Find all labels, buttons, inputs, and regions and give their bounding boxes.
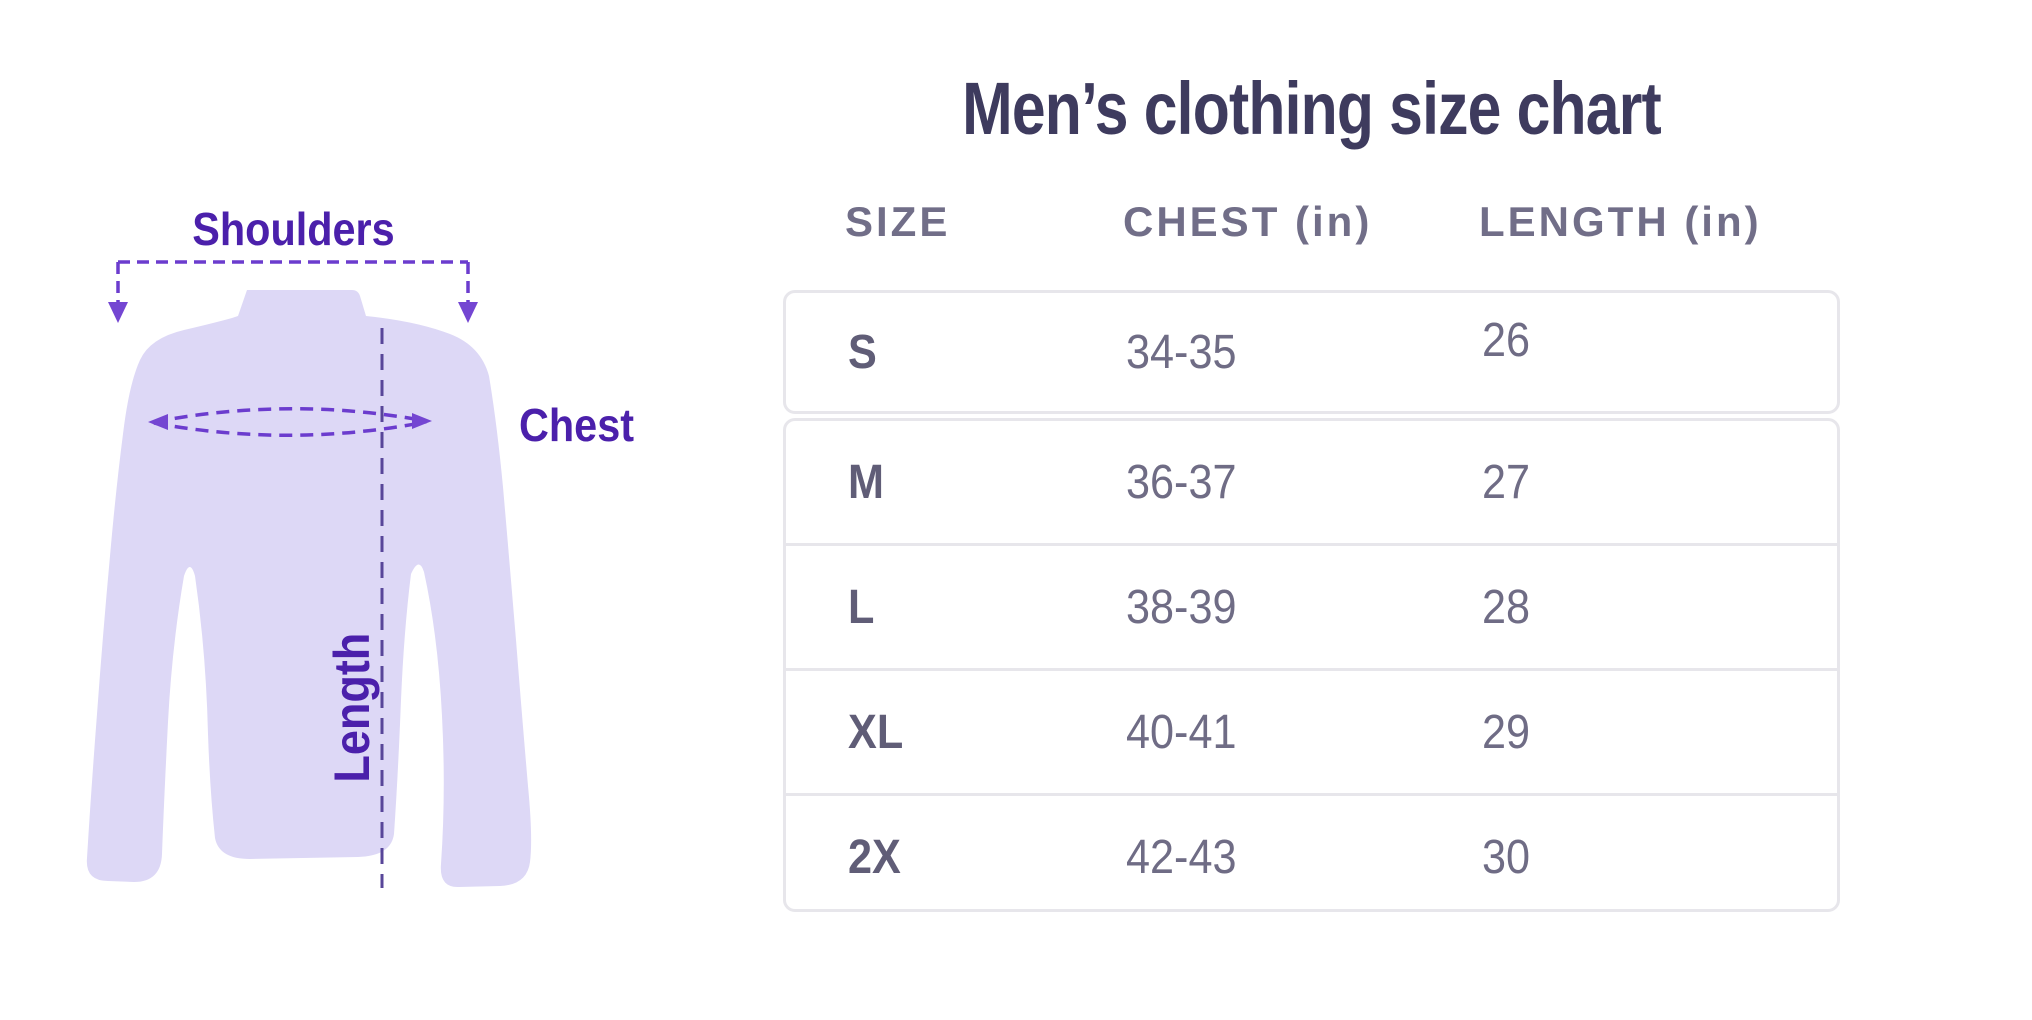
shoulders-arrowhead-left [108, 302, 128, 323]
size-value: L [848, 580, 875, 634]
table-row: XL 40-41 29 [786, 668, 1837, 793]
length-value: 26 [1482, 313, 1531, 367]
page-title: Men’s clothing size chart [962, 67, 1662, 150]
table-row: M 36-37 27 [786, 421, 1837, 543]
size-table-card-m-2x: M 36-37 27 L 38-39 28 XL 40-41 29 2X 42-… [783, 418, 1840, 912]
column-header-chest: CHEST (in) [1123, 198, 1373, 245]
size-value: S [848, 325, 877, 379]
chest-value: 36-37 [1126, 455, 1237, 509]
chest-value: 40-41 [1126, 705, 1237, 759]
table-row: 2X 42-43 30 [786, 793, 1837, 918]
length-value: 27 [1482, 455, 1531, 509]
table-row: S 34-35 26 [786, 293, 1837, 411]
column-header-size: SIZE [845, 198, 951, 245]
chest-arrowhead-left [148, 414, 168, 430]
size-table-card-s: S 34-35 26 [783, 290, 1840, 414]
table-header-row: SIZE CHEST (in) LENGTH (in) [783, 198, 1902, 245]
column-header-length: LENGTH (in) [1479, 198, 1762, 245]
length-label: Length [324, 608, 380, 808]
shirt-silhouette [86, 290, 532, 888]
chest-label-text: Chest [519, 399, 635, 451]
shoulders-measure-line [116, 260, 470, 302]
length-value: 29 [1482, 705, 1531, 759]
chest-measure-ellipse [153, 407, 427, 437]
size-value: XL [848, 705, 904, 759]
length-value: 30 [1482, 830, 1531, 884]
size-value: 2X [848, 830, 901, 884]
size-value: M [848, 455, 884, 509]
shirt-measurement-diagram [86, 260, 532, 888]
shoulders-label-text: Shoulders [191, 203, 395, 255]
chest-value: 38-39 [1126, 580, 1237, 634]
shoulders-arrowhead-right [458, 302, 478, 323]
chest-value: 34-35 [1126, 325, 1237, 379]
table-row: L 38-39 28 [786, 543, 1837, 668]
chest-value: 42-43 [1126, 830, 1237, 884]
length-label-text: Length [324, 633, 380, 783]
shoulders-label: Shoulders [118, 206, 468, 252]
chest-arrowhead-right [412, 413, 432, 429]
length-value: 28 [1482, 580, 1531, 634]
chest-label: Chest [519, 402, 647, 448]
